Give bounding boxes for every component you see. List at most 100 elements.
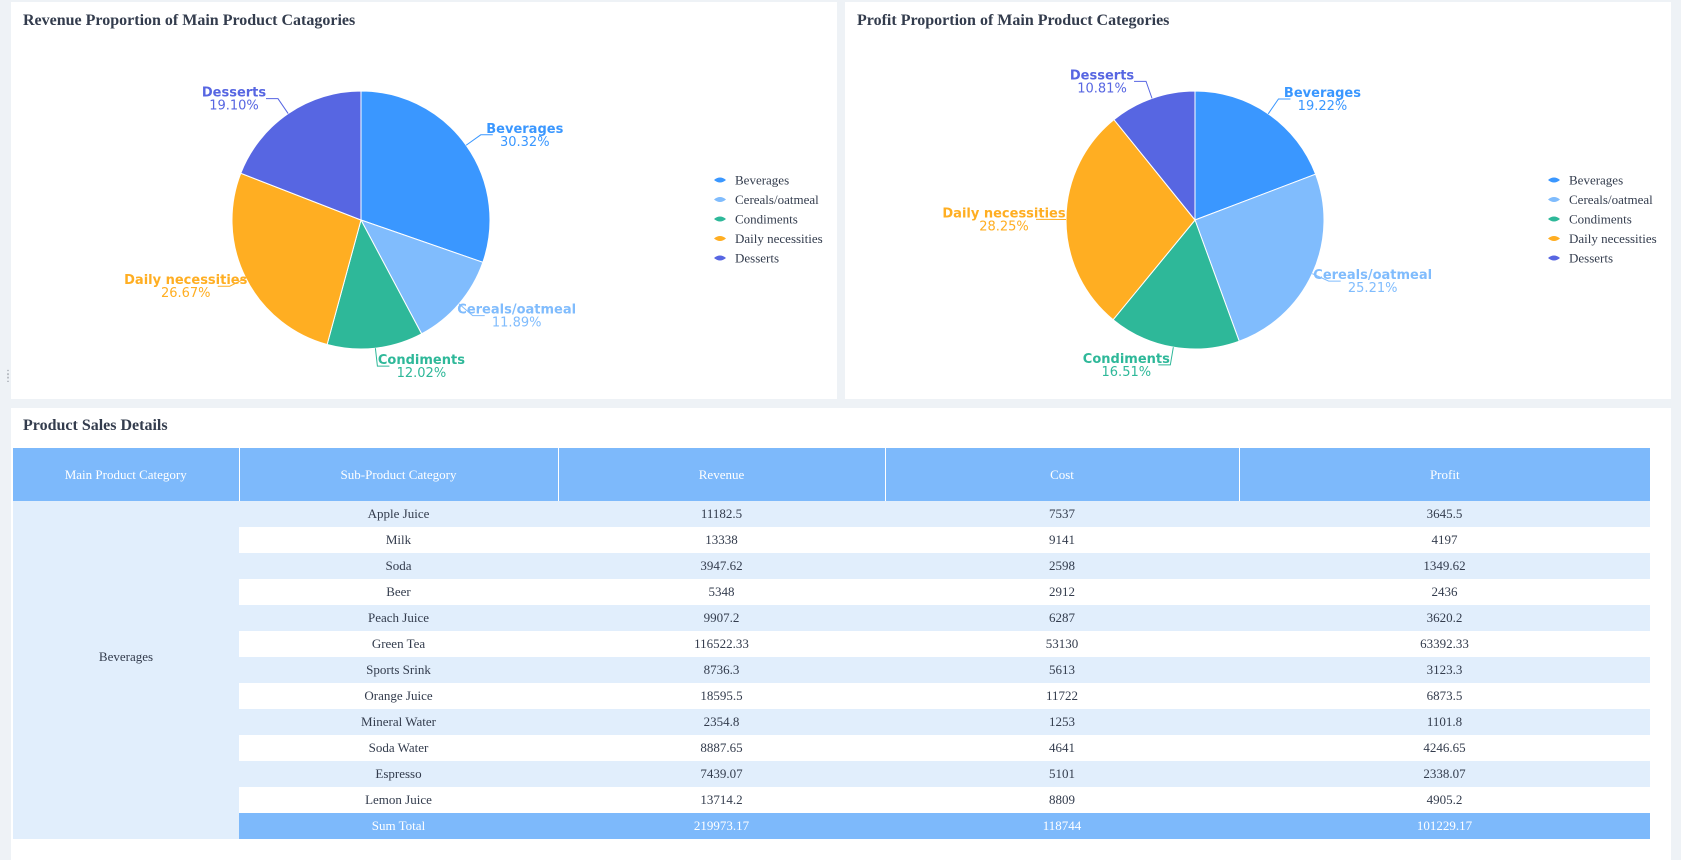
sub-category-cell: Green Tea	[239, 631, 558, 657]
slice-label-condiments: Condiments	[1083, 352, 1170, 367]
table-row: Green Tea 116522.33 53130 63392.33	[13, 631, 1650, 657]
pie-slice-condiments[interactable]	[1112, 219, 1240, 350]
profit-cell: 2338.07	[1239, 761, 1650, 787]
pie-slice-daily-necessities[interactable]	[231, 172, 362, 346]
profit-cell: 2436	[1239, 579, 1650, 605]
profit-cell: 3645.5	[1239, 501, 1650, 527]
cost-cell: 11722	[885, 683, 1239, 709]
revenue-cell: 7439.07	[558, 761, 885, 787]
slice-label-beverages: Beverages	[486, 122, 563, 137]
leader-line-desserts	[1134, 80, 1153, 99]
pie-slice-desserts[interactable]	[240, 90, 362, 221]
legend-item-cereals-oatmeal[interactable]: Cereals/oatmeal	[1548, 192, 1653, 207]
pie-slice-beverages[interactable]	[1194, 90, 1317, 221]
sub-category-cell: Apple Juice	[239, 501, 558, 527]
legend-label: Beverages	[735, 173, 789, 188]
drag-handle-icon[interactable]: ⋮ ⋮	[3, 369, 13, 384]
table-row: Espresso 7439.07 5101 2338.07	[13, 761, 1650, 787]
sub-category-cell: Peach Juice	[239, 605, 558, 631]
sub-category-cell: Sports Srink	[239, 657, 558, 683]
revenue-chart-title: Revenue Proportion of Main Product Catag…	[23, 12, 356, 29]
table-row: Beverages Apple Juice 11182.5 7537 3645.5	[13, 501, 1650, 813]
table-row: Milk 13338 9141 4197	[13, 527, 1650, 553]
column-header-sub-category[interactable]: Sub-Product Category	[239, 448, 559, 501]
leader-line-beverages	[465, 134, 493, 146]
column-header-cost[interactable]: Cost	[885, 448, 1240, 501]
cost-cell: 9141	[885, 527, 1239, 553]
table-row: Soda 3947.62 2598 1349.62	[13, 553, 1650, 579]
slice-label-desserts: Desserts	[1070, 68, 1135, 83]
slice-label-beverages: Beverages	[1284, 86, 1361, 101]
cost-cell: 5101	[885, 761, 1239, 787]
table-title: Product Sales Details	[23, 417, 168, 434]
column-header-profit[interactable]: Profit	[1239, 448, 1650, 501]
revenue-pie-chart: Beverages30.32%Cereals/oatmeal11.89%Cond…	[124, 86, 823, 381]
legend-marker-icon	[1548, 236, 1560, 241]
cost-cell: 4641	[885, 735, 1239, 761]
legend-marker-icon	[714, 255, 726, 261]
slice-percent-daily-necessities: 28.25%	[979, 219, 1029, 234]
profit-chart-title: Profit Proportion of Main Product Catego…	[857, 12, 1170, 29]
table-row: Lemon Juice 13714.2 8809 4905.2	[13, 787, 1650, 813]
cost-cell: 2598	[885, 553, 1239, 579]
sub-category-cell: Orange Juice	[239, 683, 558, 709]
slice-label-cereals-oatmeal: Cereals/oatmeal	[1313, 268, 1432, 283]
table-row: Mineral Water 2354.8 1253 1101.8	[13, 709, 1650, 735]
cost-cell: 7537	[885, 501, 1239, 527]
legend-marker-icon	[714, 177, 726, 183]
legend-item-cereals-oatmeal[interactable]: Cereals/oatmeal	[714, 192, 819, 207]
legend-item-beverages[interactable]: Beverages	[1548, 173, 1623, 188]
total-cost-cell: 118744	[885, 813, 1239, 839]
legend-item-daily-necessities[interactable]: Daily necessities	[1548, 231, 1657, 246]
column-header-revenue[interactable]: Revenue	[558, 448, 886, 501]
slice-label-daily-necessities: Daily necessities	[942, 206, 1065, 221]
revenue-cell: 2354.8	[558, 709, 885, 735]
slice-percent-condiments: 16.51%	[1102, 365, 1152, 380]
pie-slice-cereals-oatmeal[interactable]	[359, 219, 484, 335]
cost-cell: 6287	[885, 605, 1239, 631]
sub-category-cell: Beer	[239, 579, 558, 605]
legend-item-desserts[interactable]: Desserts	[1548, 251, 1613, 266]
profit-cell: 6873.5	[1239, 683, 1650, 709]
profit-cell: 1101.8	[1239, 709, 1650, 735]
legend-label: Desserts	[735, 251, 779, 266]
table-header-row: Main Product Category Sub-Product Catego…	[13, 448, 1650, 501]
legend-item-beverages[interactable]: Beverages	[714, 173, 789, 188]
slice-label-condiments: Condiments	[378, 353, 465, 368]
profit-pie-chart: Beverages19.22%Cereals/oatmeal25.21%Cond…	[942, 68, 1657, 380]
sum-total-row: Sum Total 219973.17 118744 101229.17	[13, 813, 1650, 839]
legend-label: Cereals/oatmeal	[1569, 192, 1653, 207]
sub-category-cell: Milk	[239, 527, 558, 553]
table-row: Sports Srink 8736.3 5613 3123.3	[13, 657, 1650, 683]
column-header-main-category[interactable]: Main Product Category	[13, 448, 240, 501]
revenue-cell: 8736.3	[558, 657, 885, 683]
pie-slice-daily-necessities[interactable]	[1065, 118, 1196, 321]
leader-line-desserts	[265, 98, 289, 114]
legend-item-daily-necessities[interactable]: Daily necessities	[714, 231, 823, 246]
legend-item-condiments[interactable]: Condiments	[714, 212, 798, 227]
pie-slice-condiments[interactable]	[326, 218, 423, 350]
legend-marker-icon	[714, 216, 726, 222]
legend-label: Daily necessities	[735, 231, 823, 246]
profit-cell: 4905.2	[1239, 787, 1650, 813]
legend-item-condiments[interactable]: Condiments	[1548, 212, 1632, 227]
main-category-cell: Beverages	[13, 501, 239, 813]
sub-category-cell: Soda Water	[239, 735, 558, 761]
legend-item-desserts[interactable]: Desserts	[714, 251, 779, 266]
legend-label: Beverages	[1569, 173, 1623, 188]
profit-cell: 4246.65	[1239, 735, 1650, 761]
table-row: Peach Juice 9907.2 6287 3620.2	[13, 605, 1650, 631]
table-row: Soda Water 8887.65 4641 4246.65	[13, 735, 1650, 761]
slice-percent-cereals-oatmeal: 11.89%	[492, 316, 542, 331]
sub-category-cell: Lemon Juice	[239, 787, 558, 813]
total-profit-cell: 101229.17	[1239, 813, 1650, 839]
revenue-cell: 9907.2	[558, 605, 885, 631]
slice-label-daily-necessities: Daily necessities	[124, 273, 247, 288]
legend-label: Daily necessities	[1569, 231, 1657, 246]
profit-cell: 3123.3	[1239, 657, 1650, 683]
pie-slice-cereals-oatmeal[interactable]	[1194, 173, 1325, 342]
slice-percent-beverages: 30.32%	[500, 135, 550, 150]
leader-line-cereals-oatmeal	[1312, 273, 1341, 282]
profit-cell: 4197	[1239, 527, 1650, 553]
slice-percent-condiments: 12.02%	[397, 366, 447, 381]
